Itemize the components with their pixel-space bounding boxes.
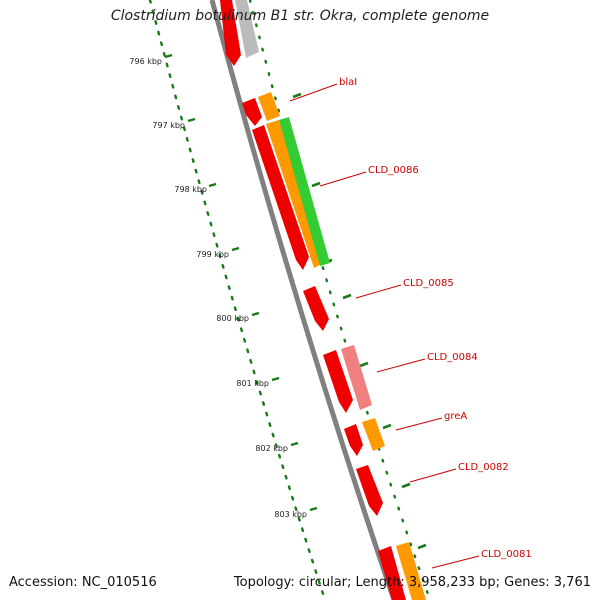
accession-text: Accession: NC_010516 <box>9 575 157 590</box>
gene-feature <box>362 418 385 451</box>
gene-feature <box>356 465 383 516</box>
tick-mark <box>231 246 240 252</box>
tick-mark <box>164 53 173 59</box>
ruler-label-797: 797 kbp <box>152 121 185 130</box>
genome-backbone <box>209 0 397 600</box>
gene-label-cld-0086: CLD_0086 <box>368 165 419 176</box>
gene-feature <box>252 125 309 270</box>
gene-label-cld-0082: CLD_0082 <box>458 462 509 473</box>
ruler-label-798: 798 kbp <box>174 185 207 194</box>
ruler-label-803: 803 kbp <box>274 510 307 519</box>
gene-feature <box>258 92 280 121</box>
genome-title: Clostridium botulinum B1 str. Okra, comp… <box>110 8 490 24</box>
outer-track-ticks <box>292 92 427 550</box>
gene-label-cld-0084: CLD_0084 <box>427 352 478 363</box>
tick-mark <box>187 117 196 123</box>
gene-feature <box>242 98 262 126</box>
tick-mark <box>309 506 318 512</box>
tick-mark <box>271 376 280 382</box>
outer-track-dots <box>248 0 432 600</box>
ruler-label-801: 801 kbp <box>236 379 269 388</box>
ruler-label-799: 799 kbp <box>196 250 229 259</box>
ruler-label-802: 802 kbp <box>255 444 288 453</box>
gene-feature <box>220 0 241 66</box>
gene-feature <box>235 0 259 58</box>
ruler-label-800: 800 kbp <box>216 314 249 323</box>
gene-feature <box>378 546 406 600</box>
genome-summary-text: Topology: circular; Length: 3,958,233 bp… <box>233 575 591 590</box>
gene-label-greA: greA <box>444 411 467 422</box>
label-leaders <box>289 83 480 569</box>
gene-feature <box>323 350 353 413</box>
gene-label-blaI: blaI <box>339 77 357 88</box>
gene-feature <box>279 117 330 266</box>
gene-label-cld-0081: CLD_0081 <box>481 549 532 560</box>
tick-mark <box>251 311 260 317</box>
gene-features <box>220 0 426 600</box>
gene-feature <box>344 424 363 456</box>
gene-label-cld-0085: CLD_0085 <box>403 278 454 289</box>
gene-feature <box>303 286 329 331</box>
ruler-track <box>148 0 327 600</box>
tick-mark <box>208 182 217 188</box>
gene-feature <box>396 542 426 600</box>
ruler-dotted-line <box>148 0 327 600</box>
tick-mark <box>290 441 299 447</box>
ruler-label-796: 796 kbp <box>129 57 162 66</box>
gene-feature <box>341 345 372 410</box>
